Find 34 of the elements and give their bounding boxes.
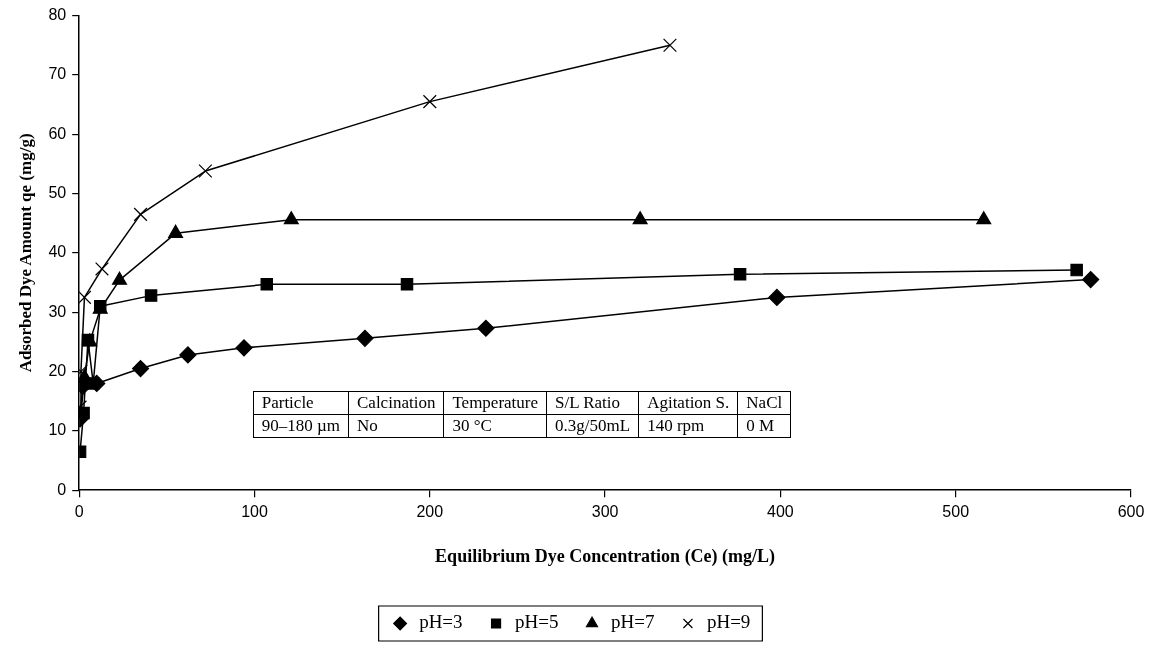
annotation: Calcination [348, 391, 444, 415]
annotation: 0.3g/50mL [546, 414, 639, 438]
annotation: Particle [253, 391, 349, 415]
y-tick-label: 80 [48, 6, 67, 24]
legend-label: pH=7 [611, 611, 655, 633]
annotation: No [348, 414, 444, 438]
y-axis-title: Adsorbed Dye Amount qe (mg/g) [15, 133, 35, 373]
x-tick-label: 500 [942, 503, 970, 521]
y-tick-label: 40 [48, 243, 67, 261]
y-tick-label: 60 [48, 124, 67, 142]
x-tick-label: 600 [1117, 503, 1145, 521]
y-tick-label: 20 [48, 361, 67, 379]
x-tick-label: 400 [767, 503, 794, 521]
legend-label: pH=9 [706, 611, 751, 633]
y-tick-label: 0 [57, 480, 67, 498]
x-tick-label: 100 [241, 503, 268, 521]
annotation: S/L Ratio [546, 391, 639, 415]
x-tick-label: 300 [591, 503, 619, 521]
annotation: Temperature [443, 391, 547, 415]
y-tick-label: 70 [48, 65, 67, 83]
annotation: 0 M [737, 414, 791, 438]
annotation: 30 °C [443, 414, 547, 438]
x-tick-label: 200 [416, 503, 444, 521]
annotation: 90–180 µm [253, 414, 349, 438]
y-tick-label: 10 [48, 421, 67, 439]
annotation: NaCl [737, 391, 791, 415]
annotation: 140 rpm [638, 414, 738, 438]
x-tick-label: 0 [74, 503, 84, 521]
x-axis-title: Equilibrium Dye Concentration (Ce) (mg/L) [435, 545, 776, 567]
legend-label: pH=3 [419, 611, 463, 633]
y-tick-label: 30 [48, 302, 67, 320]
annotation: Agitation S. [638, 391, 738, 415]
y-tick-label: 50 [48, 183, 67, 201]
legend-label: pH=5 [515, 611, 559, 633]
